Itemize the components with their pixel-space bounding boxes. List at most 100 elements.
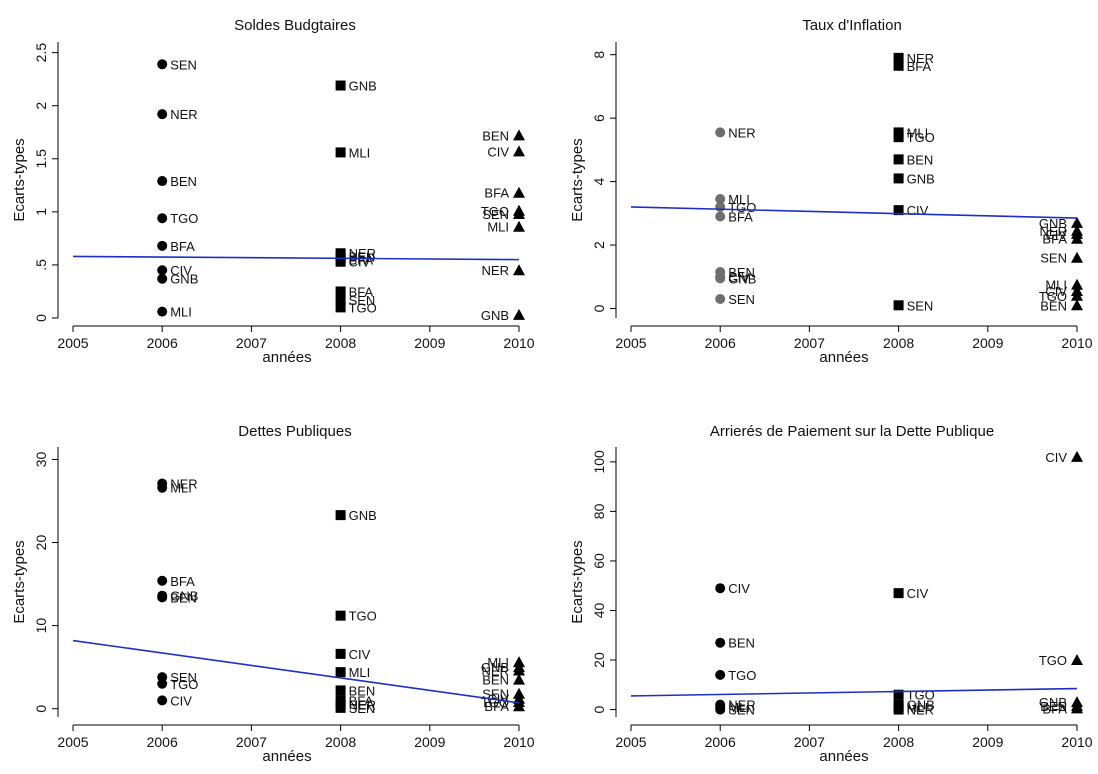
data-point-gnb — [335, 80, 346, 91]
data-point-bfa — [157, 575, 168, 586]
x-tick-label: 2005 — [57, 335, 88, 351]
point-label: BEN — [1040, 298, 1067, 313]
point-label: CIV — [728, 270, 750, 285]
point-label: NER — [170, 107, 197, 122]
y-tick-label: 10 — [33, 618, 49, 634]
point-label: BFA — [349, 284, 374, 299]
data-point-mli — [1071, 278, 1083, 290]
y-tick-label: 2 — [591, 241, 607, 249]
point-label: CIV — [728, 581, 750, 596]
point-label: BFA — [484, 186, 509, 201]
point-label: SEN — [349, 701, 376, 716]
x-tick-label: 2006 — [705, 734, 736, 750]
chart-title: Taux d'Inflation — [802, 17, 902, 34]
point-label: MLI — [1045, 278, 1067, 293]
data-point-sen — [157, 59, 168, 70]
data-point-sen — [715, 293, 726, 304]
data-point-bfa — [335, 286, 346, 297]
data-point-tgo — [893, 132, 904, 143]
point-label: GNB — [728, 271, 756, 286]
point-label: MLI — [907, 700, 929, 715]
point-label: TGO — [349, 300, 377, 315]
point-label: MLI — [487, 220, 509, 235]
y-tick-label: 1 — [33, 208, 49, 216]
y-tick-label: 20 — [33, 535, 49, 551]
point-label: MLI — [907, 125, 929, 140]
point-label: BEN — [482, 673, 509, 688]
x-tick-label: 2007 — [794, 734, 825, 750]
point-label: MLI — [487, 655, 509, 670]
point-label: SEN — [907, 298, 934, 313]
data-point-sen — [715, 704, 726, 715]
data-point-mli — [715, 194, 726, 205]
data-point-tgo — [335, 302, 346, 313]
x-tick-label: 2008 — [883, 734, 914, 750]
point-label: BEN — [728, 265, 755, 280]
data-point-tgo — [157, 213, 168, 224]
point-label: BEN — [349, 683, 376, 698]
point-label: SEN — [482, 207, 509, 222]
data-point-ner — [893, 704, 904, 715]
point-label: MLI — [728, 192, 750, 207]
data-point-ner — [513, 264, 525, 276]
x-tick-label: 2008 — [325, 335, 356, 351]
data-point-bfa — [715, 211, 726, 222]
point-label: BFA — [1042, 232, 1067, 247]
y-tick-label: 40 — [591, 602, 607, 618]
data-point-tgo — [157, 678, 168, 689]
x-tick-label: 2009 — [414, 734, 445, 750]
point-label: CIV — [349, 255, 371, 270]
chart-title: Soldes Budgtaires — [234, 17, 356, 34]
y-tick-label: .5 — [33, 259, 49, 271]
point-label: BEN — [907, 152, 934, 167]
point-label: BEN — [728, 636, 755, 651]
trend-line — [630, 206, 1078, 219]
point-label: GNB — [907, 698, 935, 713]
point-label: CIV — [170, 263, 192, 278]
point-label: NER — [482, 263, 509, 278]
x-tick-label: 2006 — [147, 335, 178, 351]
chart-panel-4: Arrierés de Paiement sur la Dette Publiq… — [569, 423, 1093, 765]
point-label: BFA — [170, 574, 195, 589]
y-tick-label: 20 — [591, 652, 607, 668]
x-tick-label: 2005 — [615, 734, 646, 750]
data-point-ben — [335, 685, 346, 696]
point-label: CIV — [170, 693, 192, 708]
data-point-tgo — [715, 201, 726, 212]
point-label: CIV — [1045, 227, 1067, 242]
point-label: TGO — [349, 609, 377, 624]
point-label: MLI — [728, 700, 750, 715]
data-point-civ — [893, 588, 904, 599]
data-point-tgo — [715, 669, 726, 680]
data-point-tgo — [893, 689, 904, 700]
data-point-gnb — [1071, 216, 1083, 228]
data-point-gnb — [715, 273, 726, 284]
y-axis-title: Ecarts-types — [569, 138, 586, 221]
trend-line — [72, 639, 520, 704]
point-label: TGO — [907, 130, 935, 145]
data-point-civ — [335, 256, 346, 267]
point-label: TGO — [1039, 653, 1067, 668]
point-label: NER — [907, 51, 934, 66]
point-label: TGO — [170, 211, 198, 226]
data-point-ner — [893, 52, 904, 63]
point-label: GNB — [349, 79, 377, 94]
point-label: NER — [170, 477, 197, 492]
data-point-bfa — [1071, 702, 1083, 714]
point-label: MLI — [170, 305, 192, 320]
point-label: BEN — [349, 249, 376, 264]
data-point-bfa — [893, 60, 904, 71]
x-axis-title: années — [819, 748, 868, 765]
trend-line — [630, 687, 1078, 697]
point-label: CIV — [1045, 284, 1067, 299]
chart-panel-3: Dettes Publiques 0 10 20 30 2005 2006 2007 2008 2… — [11, 423, 535, 765]
x-tick-label: 2007 — [794, 335, 825, 351]
point-label: GNB — [349, 508, 377, 523]
data-point-mli — [335, 147, 346, 158]
point-label: SEN — [728, 292, 755, 307]
point-label: NER — [349, 698, 376, 713]
point-label: SEN — [349, 293, 376, 308]
chart-title: Arrierés de Paiement sur la Dette Publiq… — [710, 423, 994, 440]
data-point-bfa — [513, 186, 525, 198]
point-label: NER — [907, 703, 934, 718]
